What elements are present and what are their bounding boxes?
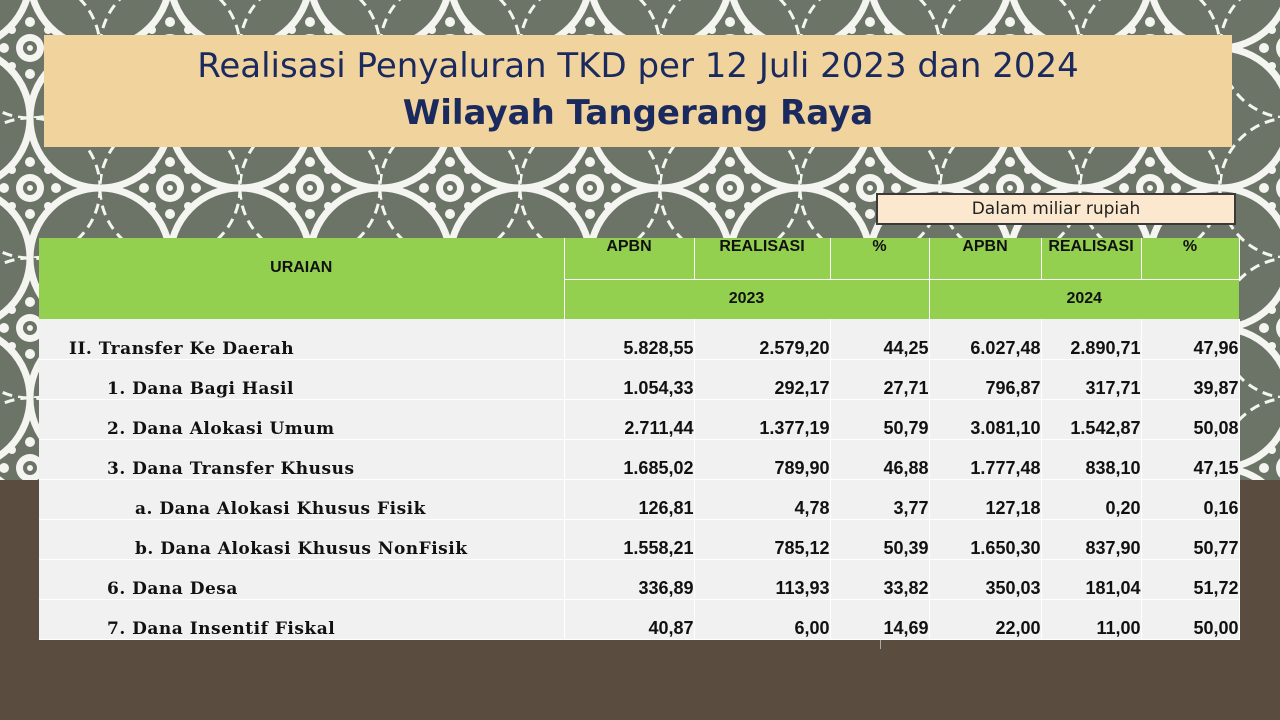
row-label: 2. Dana Alokasi Umum — [39, 399, 565, 440]
row-label: 1. Dana Bagi Hasil — [39, 359, 565, 400]
header-realisasi-2023: REALISASI — [694, 238, 831, 279]
header-year-2023: 2023 — [564, 278, 930, 319]
cell-realisasi-2024: 1.542,87 — [1041, 399, 1142, 440]
header-row: URAIAN APBN REALISASI % APBN REALISASI % — [39, 238, 1240, 279]
cell-apbn-2023: 1.054,33 — [564, 359, 695, 400]
table-row: 2. Dana Alokasi Umum 2.711,44 1.377,19 50,7… — [39, 399, 1240, 440]
table-row: b. Dana Alokasi Khusus NonFisik 1.558,21 7… — [39, 519, 1240, 560]
cell-apbn-2023: 1.685,02 — [564, 439, 695, 480]
year-header-row: 2023 2024 — [39, 278, 1239, 319]
cell-realisasi-2024: 2.890,71 — [1041, 319, 1142, 360]
cell-apbn-2024: 3.081,10 — [929, 399, 1042, 440]
title-banner: Realisasi Penyaluran TKD per 12 Juli 202… — [44, 35, 1232, 147]
row-label: a. Dana Alokasi Khusus Fisik — [39, 479, 565, 520]
cell-apbn-2023: 5.828,55 — [564, 319, 695, 360]
cell-pct-2023: 14,69 — [830, 599, 930, 640]
cell-apbn-2024: 1.650,30 — [929, 519, 1042, 560]
cell-realisasi-2023: 6,00 — [694, 599, 831, 640]
table-row: 3. Dana Transfer Khusus 1.685,02 789,90 46,… — [39, 439, 1240, 480]
row-label: II. Transfer Ke Daerah — [39, 319, 565, 360]
cell-apbn-2023: 1.558,21 — [564, 519, 695, 560]
page-title: Realisasi Penyaluran TKD per 12 Juli 202… — [197, 46, 1079, 86]
cell-realisasi-2023: 292,17 — [694, 359, 831, 400]
cell-pct-2024: 51,72 — [1141, 559, 1240, 600]
header-apbn-2023: APBN — [564, 238, 695, 279]
header-apbn-2024: APBN — [929, 238, 1042, 279]
cell-realisasi-2023: 785,12 — [694, 519, 831, 560]
header-uraian: URAIAN — [39, 238, 565, 279]
cell-realisasi-2024: 838,10 — [1041, 439, 1142, 480]
cell-pct-2023: 46,88 — [830, 439, 930, 480]
cell-realisasi-2024: 317,71 — [1041, 359, 1142, 400]
cell-realisasi-2024: 181,04 — [1041, 559, 1142, 600]
cell-pct-2024: 50,08 — [1141, 399, 1240, 440]
page-subtitle: Wilayah Tangerang Raya — [402, 93, 874, 133]
header-year-2024: 2024 — [929, 278, 1239, 319]
divider-tick — [880, 640, 881, 649]
tkd-table: URAIAN APBN REALISASI % APBN REALISASI %… — [39, 238, 1240, 640]
table-row: 7. Dana Insentif Fiskal 40,87 6,00 14,69 22,… — [39, 599, 1240, 640]
table-row: II. Transfer Ke Daerah 5.828,55 2.579,20 44… — [39, 319, 1240, 360]
cell-realisasi-2024: 0,20 — [1041, 479, 1142, 520]
cell-apbn-2024: 6.027,48 — [929, 319, 1042, 360]
cell-pct-2023: 33,82 — [830, 559, 930, 600]
cell-realisasi-2023: 113,93 — [694, 559, 831, 600]
cell-apbn-2024: 127,18 — [929, 479, 1042, 520]
cell-pct-2023: 50,79 — [830, 399, 930, 440]
row-label: 7. Dana Insentif Fiskal — [39, 599, 565, 640]
table-row: 1. Dana Bagi Hasil 1.054,33 292,17 27,71 796… — [39, 359, 1240, 400]
row-label: 3. Dana Transfer Khusus — [39, 439, 565, 480]
header-uraian-spacer — [39, 279, 565, 319]
cell-pct-2023: 27,71 — [830, 359, 930, 400]
cell-pct-2023: 50,39 — [830, 519, 930, 560]
table-row: 6. Dana Desa 336,89 113,93 33,82 350,03 181,0… — [39, 559, 1240, 600]
cell-apbn-2023: 2.711,44 — [564, 399, 695, 440]
cell-realisasi-2023: 1.377,19 — [694, 399, 831, 440]
header-pct-2023: % — [830, 238, 930, 279]
cell-apbn-2024: 1.777,48 — [929, 439, 1042, 480]
cell-realisasi-2024: 11,00 — [1041, 599, 1142, 640]
header-realisasi-2024: REALISASI — [1041, 238, 1142, 279]
cell-realisasi-2024: 837,90 — [1041, 519, 1142, 560]
row-label: b. Dana Alokasi Khusus NonFisik — [39, 519, 565, 560]
cell-pct-2023: 3,77 — [830, 479, 930, 520]
cell-pct-2024: 47,15 — [1141, 439, 1240, 480]
header-pct-2024: % — [1141, 238, 1240, 279]
cell-pct-2024: 47,96 — [1141, 319, 1240, 360]
table-body: II. Transfer Ke Daerah 5.828,55 2.579,20 44… — [39, 319, 1240, 640]
cell-pct-2024: 50,00 — [1141, 599, 1240, 640]
cell-pct-2024: 39,87 — [1141, 359, 1240, 400]
cell-pct-2024: 50,77 — [1141, 519, 1240, 560]
cell-apbn-2023: 126,81 — [564, 479, 695, 520]
cell-apbn-2024: 796,87 — [929, 359, 1042, 400]
cell-realisasi-2023: 2.579,20 — [694, 319, 831, 360]
unit-note: Dalam miliar rupiah — [876, 193, 1236, 225]
cell-realisasi-2023: 789,90 — [694, 439, 831, 480]
cell-apbn-2023: 40,87 — [564, 599, 695, 640]
table-row: a. Dana Alokasi Khusus Fisik 126,81 4,78 3,… — [39, 479, 1240, 520]
cell-apbn-2024: 22,00 — [929, 599, 1042, 640]
cell-apbn-2023: 336,89 — [564, 559, 695, 600]
cell-realisasi-2023: 4,78 — [694, 479, 831, 520]
cell-apbn-2024: 350,03 — [929, 559, 1042, 600]
row-label: 6. Dana Desa — [39, 559, 565, 600]
cell-pct-2023: 44,25 — [830, 319, 930, 360]
cell-pct-2024: 0,16 — [1141, 479, 1240, 520]
